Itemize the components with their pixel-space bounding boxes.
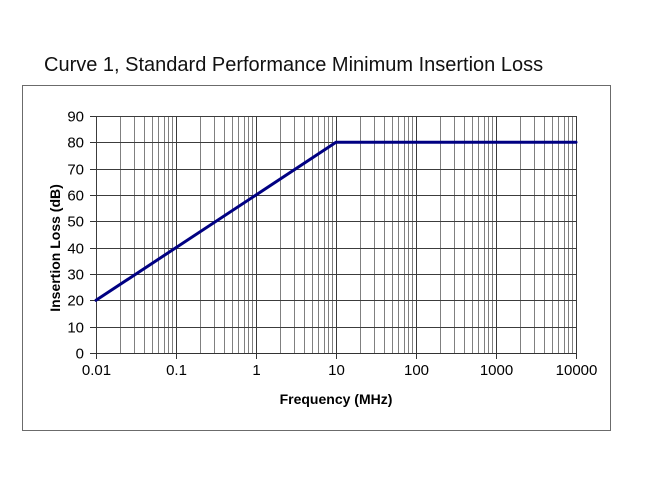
- y-tick-label: 40: [67, 241, 84, 258]
- y-tick-label: 50: [67, 214, 84, 231]
- axis-ticks-y: [90, 116, 96, 354]
- chart-title: Curve 1, Standard Performance Minimum In…: [44, 54, 544, 76]
- x-tick-label: 1000: [480, 362, 513, 379]
- y-tick-label: 10: [67, 320, 84, 337]
- x-tick-label: 10: [328, 362, 345, 379]
- y-tick-label: 80: [67, 135, 84, 152]
- y-tick-label: 0: [76, 346, 84, 363]
- x-axis-title: Frequency (MHz): [279, 391, 393, 407]
- y-tick-labels: 0 10 20 30 40 50 60 70 80 90: [67, 109, 84, 363]
- gridlines-minor-x: [120, 116, 573, 353]
- y-tick-label: 70: [67, 162, 84, 179]
- curve-line: [94, 140, 578, 302]
- x-tick-label: 100: [404, 362, 429, 379]
- y-tick-label: 60: [67, 188, 84, 205]
- y-axis-title: Insertion Loss (dB): [47, 184, 63, 312]
- x-tick-label: 0.1: [166, 362, 187, 379]
- x-tick-labels: 0.01 0.1 1 10 100 1000 10000: [82, 362, 597, 379]
- y-tick-label: 20: [67, 293, 84, 310]
- y-tick-label: 30: [67, 267, 84, 284]
- x-tick-label: 1: [252, 362, 260, 379]
- x-tick-label: 10000: [556, 362, 598, 379]
- y-tick-label: 90: [67, 109, 84, 126]
- gridlines-major-x: [96, 116, 577, 353]
- x-tick-label: 0.01: [82, 362, 111, 379]
